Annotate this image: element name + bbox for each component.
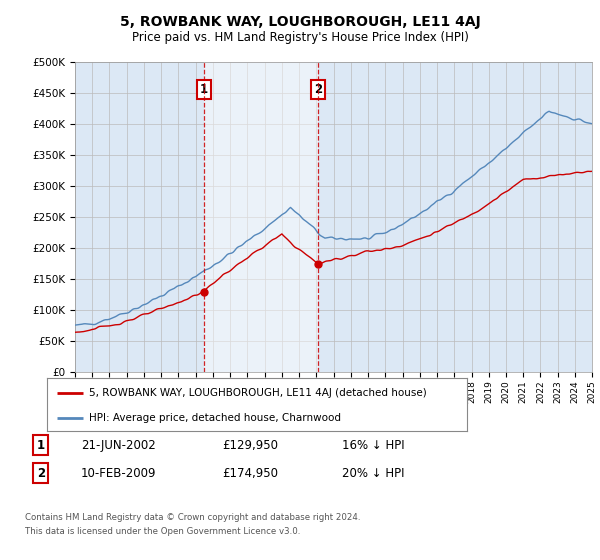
Text: Contains HM Land Registry data © Crown copyright and database right 2024.: Contains HM Land Registry data © Crown c… [25,513,361,522]
Text: 5, ROWBANK WAY, LOUGHBOROUGH, LE11 4AJ (detached house): 5, ROWBANK WAY, LOUGHBOROUGH, LE11 4AJ (… [89,388,427,398]
Text: 2: 2 [314,83,322,96]
Text: £174,950: £174,950 [222,466,278,480]
Text: 21-JUN-2002: 21-JUN-2002 [81,438,156,452]
Text: 20% ↓ HPI: 20% ↓ HPI [342,466,404,480]
Text: £129,950: £129,950 [222,438,278,452]
Text: This data is licensed under the Open Government Licence v3.0.: This data is licensed under the Open Gov… [25,528,301,536]
Text: 5, ROWBANK WAY, LOUGHBOROUGH, LE11 4AJ: 5, ROWBANK WAY, LOUGHBOROUGH, LE11 4AJ [119,15,481,29]
Text: 10-FEB-2009: 10-FEB-2009 [81,466,157,480]
Text: Price paid vs. HM Land Registry's House Price Index (HPI): Price paid vs. HM Land Registry's House … [131,31,469,44]
Text: 2: 2 [37,466,45,480]
Text: 1: 1 [37,438,45,452]
Bar [204,62,318,372]
Text: HPI: Average price, detached house, Charnwood: HPI: Average price, detached house, Char… [89,413,341,423]
Text: 16% ↓ HPI: 16% ↓ HPI [342,438,404,452]
Text: 1: 1 [200,83,208,96]
